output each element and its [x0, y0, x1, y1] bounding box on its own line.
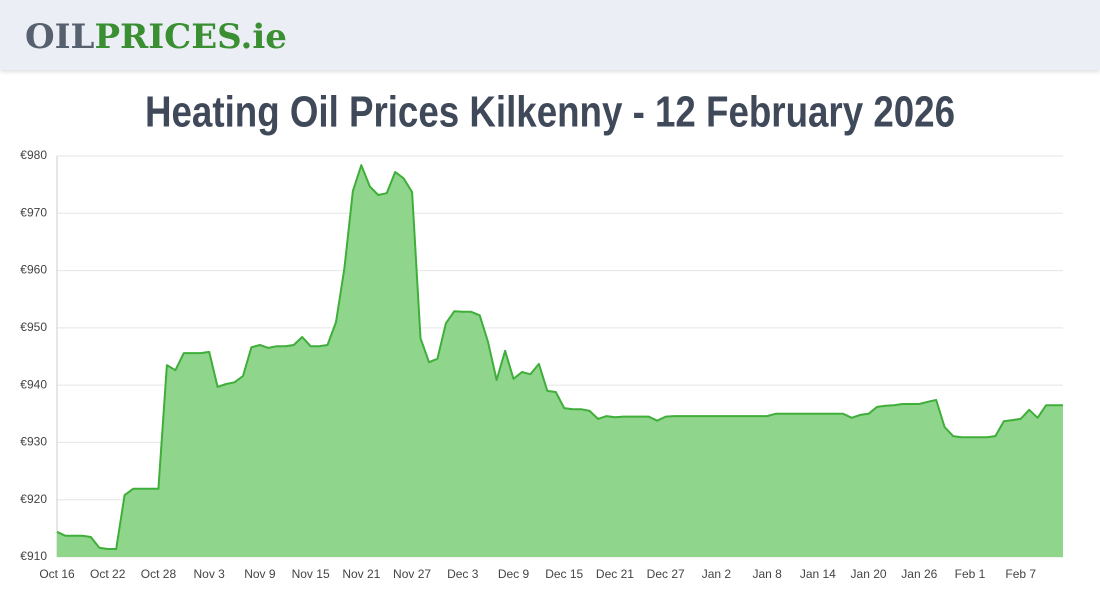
logo-dark: OIL — [25, 17, 95, 57]
y-tick-label: €950 — [20, 320, 47, 334]
x-tick-label: Nov 21 — [342, 567, 380, 581]
price-line — [56, 164, 1063, 550]
x-tick-label: Dec 21 — [596, 567, 634, 581]
x-tick-label: Oct 22 — [90, 567, 126, 581]
x-tick-label: Jan 14 — [800, 567, 836, 581]
x-tick-label: Jan 8 — [752, 567, 782, 581]
x-tick-label: Feb 7 — [1005, 567, 1036, 581]
y-tick-label: €980 — [20, 148, 47, 162]
y-tick-label: €920 — [20, 492, 47, 506]
x-tick-label: Nov 9 — [244, 567, 276, 581]
chart-title: Heating Oil Prices Kilkenny - 12 Februar… — [145, 88, 955, 137]
x-tick-label: Nov 27 — [393, 567, 431, 581]
x-tick-label: Dec 27 — [647, 567, 685, 581]
x-tick-label: Oct 16 — [39, 567, 75, 581]
x-tick-label: Dec 9 — [498, 567, 530, 581]
y-tick-label: €970 — [20, 205, 47, 219]
y-tick-label: €930 — [20, 435, 47, 449]
x-tick-label: Dec 3 — [447, 567, 479, 581]
y-tick-label: €960 — [20, 263, 47, 277]
logo[interactable]: OILPRICES.ie — [25, 17, 287, 57]
logo-green: PRICES.ie — [94, 17, 286, 57]
x-tick-label: Feb 1 — [955, 567, 986, 581]
x-tick-label: Nov 3 — [193, 567, 225, 581]
x-tick-label: Jan 20 — [851, 567, 887, 581]
y-tick-label: €910 — [20, 549, 47, 563]
y-tick-label: €940 — [20, 377, 47, 391]
x-tick-label: Nov 15 — [292, 567, 330, 581]
x-tick-label: Jan 26 — [901, 567, 937, 581]
x-tick-label: Jan 2 — [702, 567, 732, 581]
x-tick-label: Oct 28 — [141, 567, 177, 581]
x-tick-label: Dec 15 — [545, 567, 583, 581]
area-fill — [57, 165, 1063, 557]
header-bar — [0, 0, 1100, 70]
